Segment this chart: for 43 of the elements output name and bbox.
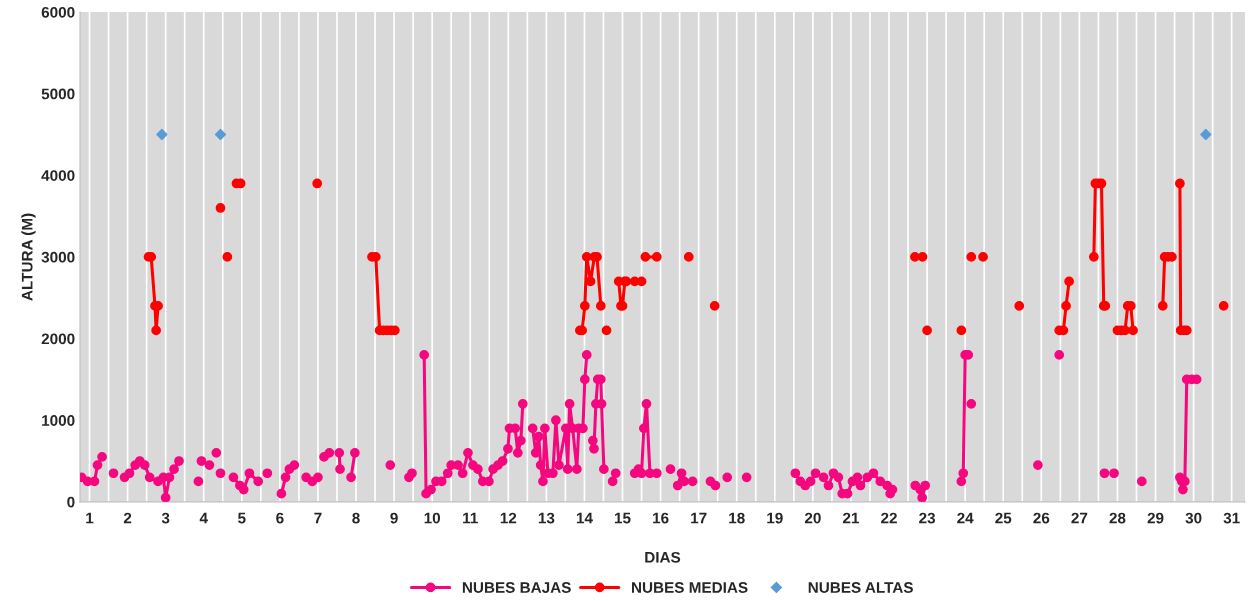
x-tick-label: 20 (804, 512, 821, 524)
x-tick-label: 19 (767, 512, 783, 524)
x-tick-label: 17 (691, 512, 707, 524)
x-tick-label: 10 (424, 512, 441, 524)
y-tick-label: 0 (67, 496, 75, 508)
x-axis-title: DIAS (645, 551, 681, 563)
x-tick-label: 21 (842, 512, 860, 524)
y-tick-label: 3000 (41, 251, 75, 263)
x-tick-label: 9 (390, 512, 398, 524)
x-tick-label: 8 (352, 512, 360, 524)
y-tick-label: 2000 (41, 333, 75, 345)
x-tick-label: 26 (1033, 512, 1050, 524)
x-tick-label: 30 (1185, 512, 1202, 524)
x-tick-label: 12 (500, 512, 517, 524)
x-tick-label: 14 (576, 512, 593, 524)
x-tick-label: 4 (199, 512, 208, 524)
x-tick-label: 25 (995, 512, 1012, 524)
x-tick-label: 11 (463, 512, 478, 524)
x-tick-label: 6 (276, 512, 284, 524)
y-axis-title: ALTURA (M) (21, 213, 36, 301)
x-tick-label: 31 (1223, 512, 1240, 524)
x-tick-label: 28 (1109, 512, 1126, 524)
x-tick-label: 1 (86, 512, 94, 524)
x-tick-label: 5 (238, 512, 246, 524)
legend-label: NUBES MEDIAS (632, 582, 748, 593)
x-tick-label: 2 (123, 512, 132, 524)
x-tick-label: 3 (161, 512, 170, 524)
x-tick-label: 22 (881, 512, 897, 524)
legend-label: NUBES ALTAS (808, 582, 913, 593)
y-tick-label: 1000 (42, 415, 75, 426)
x-tick-label: 27 (1071, 512, 1088, 524)
x-tick-label: 18 (729, 512, 745, 524)
y-tick-label: 5000 (41, 88, 75, 100)
y-tick-label: 6000 (41, 6, 75, 18)
y-tick-label: 4000 (41, 170, 75, 181)
x-tick-label: 15 (614, 512, 631, 524)
x-tick-label: 16 (653, 512, 669, 524)
x-tick-label: 13 (538, 512, 555, 524)
legend-label: NUBES BAJAS (462, 582, 571, 593)
x-tick-label: 23 (919, 512, 936, 524)
x-tick-label: 24 (957, 512, 974, 524)
x-tick-label: 7 (314, 512, 322, 524)
x-tick-label: 29 (1147, 512, 1164, 524)
